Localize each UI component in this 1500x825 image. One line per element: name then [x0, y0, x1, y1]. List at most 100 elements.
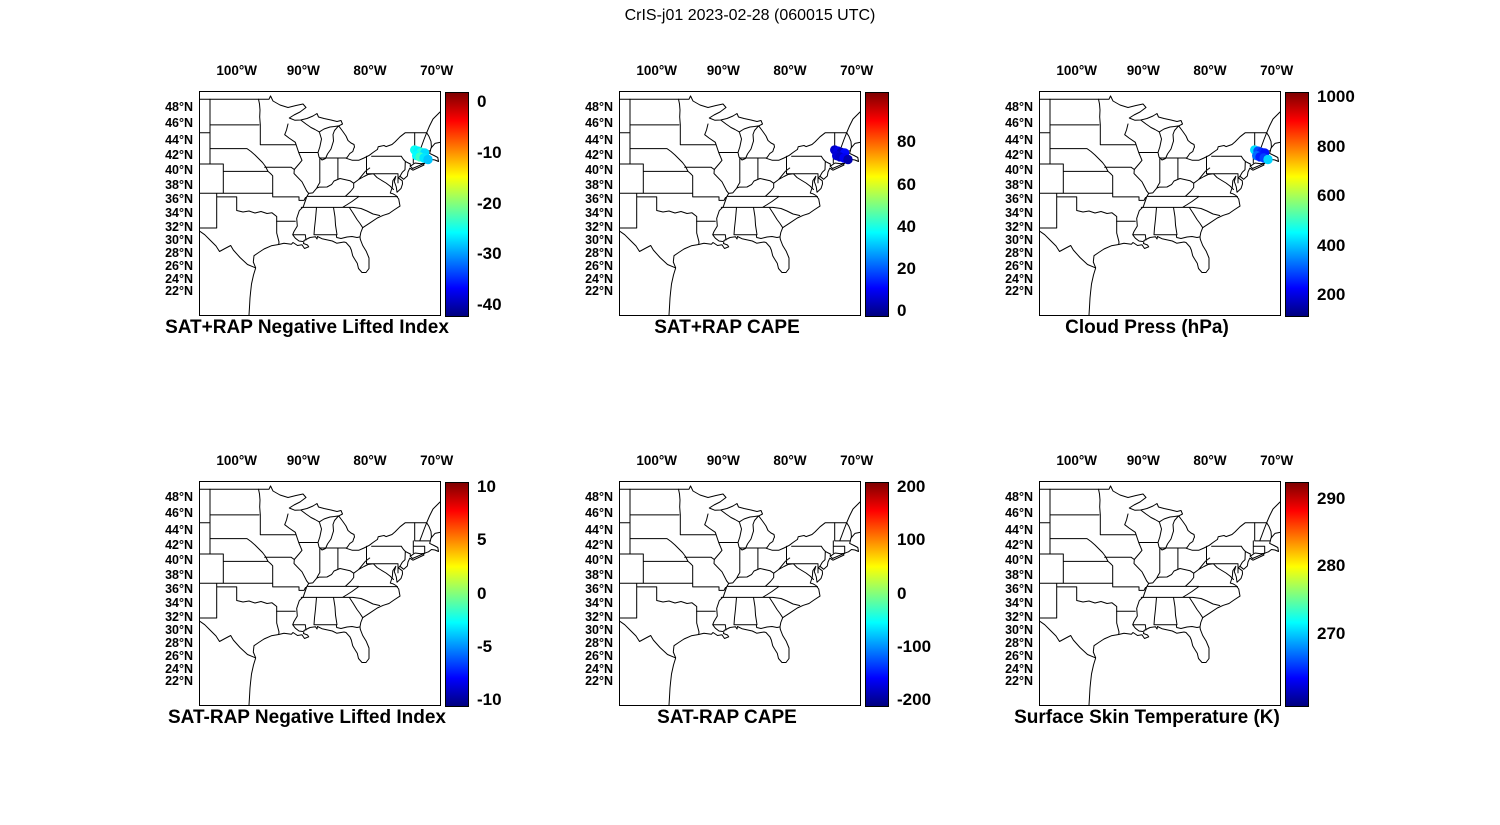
- lat-tick-label: 34°N: [165, 206, 193, 221]
- lat-tick-label: 40°N: [165, 163, 193, 178]
- lat-tick-label: 44°N: [585, 132, 613, 147]
- lat-tick-label: 36°N: [165, 582, 193, 597]
- colorbar-tick-label: -40: [477, 294, 502, 314]
- colorbar-tick-label: 80: [897, 132, 916, 152]
- lat-tick-label: 30°N: [585, 623, 613, 638]
- lat-tick-label: 36°N: [1005, 582, 1033, 597]
- us-map: [198, 480, 441, 706]
- colorbar-tick-label: 100: [897, 530, 926, 550]
- lat-tick-label: 32°N: [165, 219, 193, 234]
- lat-tick-label: 46°N: [1005, 506, 1033, 521]
- lon-tick-label: 100°W: [1056, 63, 1097, 78]
- colorbar-tick-label: 40: [897, 216, 916, 236]
- lat-tick-label: 46°N: [165, 116, 193, 131]
- lat-tick-label: 44°N: [165, 522, 193, 537]
- lat-tick-label: 24°N: [585, 271, 613, 286]
- panel-title: SAT+RAP CAPE: [654, 317, 800, 338]
- lat-tick-label: 30°N: [1005, 233, 1033, 248]
- us-map: [618, 480, 861, 706]
- panel-cloud-press: 100°W 90°W 80°W 70°W 48°N 46°N 44°N 42°N 40°N 38…: [1005, 63, 1355, 338]
- lat-tick-label: 46°N: [585, 506, 613, 521]
- panel-sat-plus-rap-negative-lifted-index: 100°W 90°W 80°W 70°W 48°N 46°N 44°N 42°N 40°N 38…: [165, 63, 502, 338]
- lat-tick-label: 40°N: [585, 163, 613, 178]
- lat-tick-label: 44°N: [1005, 522, 1033, 537]
- lon-tick-label: 100°W: [216, 453, 257, 468]
- lat-tick-label: 26°N: [1005, 258, 1033, 273]
- lon-tick-label: 70°W: [420, 63, 454, 78]
- lon-tick-label: 70°W: [420, 453, 454, 468]
- colorbar-tick-label: 20: [897, 258, 916, 278]
- lon-tick-label: 70°W: [1260, 453, 1294, 468]
- us-map: [198, 90, 441, 316]
- lon-tick-label: 100°W: [636, 453, 677, 468]
- lat-tick-label: 44°N: [585, 522, 613, 537]
- obs-point: [422, 154, 433, 164]
- lat-tick-label: 34°N: [1005, 206, 1033, 221]
- lon-tick-label: 90°W: [286, 63, 320, 78]
- lat-tick-label: 22°N: [585, 673, 613, 688]
- lat-tick-label: 46°N: [165, 506, 193, 521]
- lat-tick-label: 36°N: [165, 192, 193, 207]
- colorbar-tick-label: 60: [897, 174, 916, 194]
- lat-tick-label: 42°N: [1005, 538, 1033, 553]
- lat-tick-label: 48°N: [1005, 99, 1033, 114]
- panel-sat-plus-rap-cape: 100°W 90°W 80°W 70°W 48°N 46°N 44°N 42°N 40°N 38…: [585, 63, 916, 338]
- panel-title: SAT-RAP Negative Lifted Index: [167, 707, 446, 728]
- lon-tick-label: 80°W: [773, 63, 807, 78]
- lat-tick-label: 36°N: [585, 582, 613, 597]
- panel-surface-skin-temperature: 100°W 90°W 80°W 70°W 48°N 46°N 44°N 42°N 40°N 38…: [1005, 453, 1345, 728]
- lat-tick-label: 34°N: [585, 206, 613, 221]
- lon-tick-label: 90°W: [1126, 453, 1160, 468]
- lon-tick-label: 80°W: [1193, 63, 1227, 78]
- lon-tick-label: 100°W: [1056, 453, 1097, 468]
- lat-tick-label: 46°N: [1005, 116, 1033, 131]
- colorbar-tick-label: -100: [897, 636, 932, 656]
- lat-tick-label: 24°N: [585, 661, 613, 676]
- colorbar-tick-label: 400: [1317, 235, 1346, 255]
- colorbar-tick-label: 0: [897, 583, 907, 603]
- colorbar-tick-label: 0: [897, 300, 907, 320]
- lat-tick-label: 28°N: [585, 246, 613, 261]
- lat-tick-label: 22°N: [585, 283, 613, 298]
- lon-tick-label: 80°W: [1193, 453, 1227, 468]
- lat-tick-label: 32°N: [1005, 609, 1033, 624]
- lat-tick-label: 32°N: [165, 609, 193, 624]
- lat-tick-label: 38°N: [1005, 567, 1033, 582]
- lat-tick-label: 34°N: [165, 596, 193, 611]
- lon-tick-label: 80°W: [353, 453, 387, 468]
- lon-tick-label: 90°W: [706, 453, 740, 468]
- lat-tick-label: 28°N: [1005, 246, 1033, 261]
- lat-tick-label: 26°N: [165, 648, 193, 663]
- lat-tick-label: 36°N: [585, 192, 613, 207]
- lat-tick-label: 40°N: [1005, 163, 1033, 178]
- lat-tick-label: 22°N: [165, 673, 193, 688]
- lat-tick-label: 38°N: [1005, 177, 1033, 192]
- lat-tick-label: 30°N: [1005, 623, 1033, 638]
- lat-tick-label: 22°N: [1005, 673, 1033, 688]
- lat-tick-label: 42°N: [165, 538, 193, 553]
- lon-tick-label: 70°W: [1260, 63, 1294, 78]
- lat-tick-label: 28°N: [585, 636, 613, 651]
- lat-tick-label: 48°N: [165, 99, 193, 114]
- lat-tick-label: 38°N: [165, 177, 193, 192]
- colorbar-tick-label: 1000: [1317, 86, 1355, 106]
- us-map: [1038, 480, 1281, 706]
- lat-tick-label: 48°N: [165, 489, 193, 504]
- lat-tick-label: 26°N: [585, 258, 613, 273]
- lat-tick-label: 38°N: [585, 177, 613, 192]
- colorbar-gradient: [445, 482, 469, 707]
- panel-title: Surface Skin Temperature (K): [1014, 707, 1280, 728]
- panel-title: SAT-RAP CAPE: [657, 707, 797, 728]
- lon-tick-label: 90°W: [1126, 63, 1160, 78]
- lon-tick-label: 80°W: [353, 63, 387, 78]
- lat-tick-label: 28°N: [1005, 636, 1033, 651]
- lat-tick-label: 24°N: [165, 661, 193, 676]
- lat-tick-label: 32°N: [585, 609, 613, 624]
- lat-tick-label: 24°N: [165, 271, 193, 286]
- colorbar-tick-label: 200: [897, 477, 926, 497]
- lat-tick-label: 42°N: [165, 148, 193, 163]
- colorbar-tick-label: 290: [1317, 488, 1346, 508]
- lat-tick-label: 34°N: [585, 596, 613, 611]
- colorbar-tick-label: -5: [477, 636, 493, 656]
- colorbar-tick-label: -30: [477, 244, 502, 264]
